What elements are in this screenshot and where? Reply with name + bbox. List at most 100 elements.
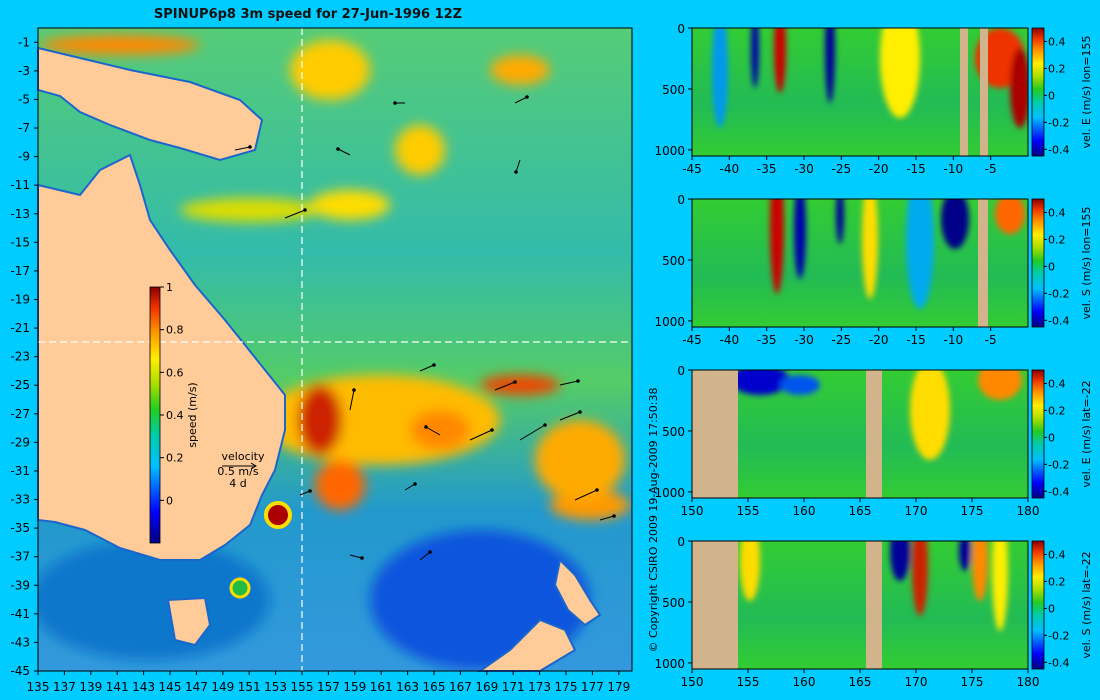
map-x-tick-label: 151 [238,680,261,694]
section-x-tick-label: -5 [985,333,997,347]
map-y-tick-label: -23 [10,350,30,364]
velocity-arrow [494,381,516,391]
section-x-tick-label: 170 [905,675,928,689]
section-colorbar-tick: -0.4 [1048,314,1069,327]
map-x-tick-label: 149 [211,680,234,694]
section-x-tick-label: -30 [794,333,814,347]
section-y-tick-label: 0 [677,193,685,207]
map-x-tick-label: 147 [185,680,208,694]
velocity-arrow [514,96,528,104]
velocity-key-duration: 4 d [229,477,246,490]
velocity-key-speed: 0.5 m/s [217,465,258,478]
section-land [978,199,988,327]
velocity-arrow [599,515,615,521]
section-colorbar-tick: 0 [1048,602,1055,615]
section-colorbar-label: vel. E (m/s) lon=155 [1080,36,1093,149]
section-x-tick-label: 155 [737,504,760,518]
tasmania [166,596,212,647]
map-y-tick-label: -5 [18,92,30,106]
map-y-tick-label: -19 [10,292,30,306]
map-x-axis: 135 137 139 141 143 145 147 149 151 153 155 157 159 1… [27,671,630,694]
section-y-tick-label: 0 [677,535,685,549]
section-panel-2: -45 -40 -35 -30 -25 -20 -15 -10 -5 0 500 1000 0.4 0.2… [654,193,1093,347]
section-colorbar-tick: -0.2 [1048,116,1069,129]
map-colorbar-label: speed (m/s) [186,382,199,447]
section-y-tick-label: 500 [662,83,685,97]
section-x-tick-label: -25 [832,162,852,176]
section-colorbar-tick: -0.2 [1048,287,1069,300]
map-x-tick-label: 163 [396,680,419,694]
velocity-key: velocity 0.5 m/s 4 d [217,450,265,490]
section-x-tick-label: 165 [849,504,872,518]
map-x-tick-label: 161 [370,680,393,694]
map-y-tick-label: -39 [10,578,30,592]
section-colorbar [1031,198,1045,328]
section-colorbar-tick: -0.4 [1048,485,1069,498]
section-colorbar-tick: 0.2 [1048,404,1066,417]
map-x-tick-label: 173 [528,680,551,694]
section-colorbar [1031,540,1045,670]
section-land [692,541,738,669]
section-x-tick-label: -30 [794,162,814,176]
velocity-arrow [469,429,493,441]
section-x-tick-label: 155 [737,675,760,689]
map-colorbar-tick: 1 [166,281,173,294]
map-panel: 135 137 139 141 143 145 147 149 151 153 155 157 159 1… [10,27,633,694]
velocity-arrow [419,551,431,561]
velocity-arrow [234,146,251,151]
section-x-tick-label: -45 [682,333,702,347]
map-x-tick-label: 177 [581,680,604,694]
velocity-arrow [337,148,351,156]
section-x-tick-label: -15 [906,333,926,347]
new-guinea [37,46,264,162]
section-y-tick-label: 0 [677,364,685,378]
map-frame [37,27,633,672]
map-y-tick-label: -13 [10,207,30,221]
section-x-tick-label: 175 [961,675,984,689]
section-x-tick-label: 165 [849,675,872,689]
section-x-tick-label: -5 [985,162,997,176]
section-x-tick-label: 150 [681,675,704,689]
section-colorbar-tick: 0.4 [1048,206,1066,219]
velocity-arrow [404,483,416,491]
map-x-tick-label: 139 [79,680,102,694]
map-y-tick-label: -45 [10,664,30,678]
map-x-tick-label: 175 [555,680,578,694]
velocity-arrow [559,411,581,421]
section-colorbar-tick: 0.4 [1048,548,1066,561]
section-land [866,370,882,498]
section-colorbar-tick: 0.2 [1048,233,1066,246]
section-colorbar-label: vel. S (m/s) lon=155 [1080,206,1093,319]
section-x-tick-label: -20 [869,162,889,176]
map-y-tick-label: -7 [18,121,30,135]
section-x-tick-label: -15 [906,162,926,176]
map-x-tick-label: 145 [159,680,182,694]
map-y-axis: -1 -3 -5 -7 -9 -11 -13 -15 -17 -19 -21 -23 -25 -27 -29… [10,35,38,678]
section-colorbar-label: vel. S (m/s) lat=-22 [1080,551,1093,658]
map-colorbar: 1 0.8 0.6 0.4 0.2 0 speed (m/s) [149,281,199,544]
section-land [980,28,988,156]
map-colorbar-tick: 0.4 [166,409,184,422]
map-x-tick-label: 153 [264,680,287,694]
section-y-tick-label: 1000 [654,486,685,500]
map-x-tick-label: 167 [449,680,472,694]
section-y-tick-label: 1000 [654,315,685,329]
section-x-tick-label: -10 [944,333,964,347]
section-x-tick-label: -40 [720,333,740,347]
velocity-arrow [425,426,441,436]
section-x-tick-label: 160 [793,675,816,689]
section-colorbar-tick: -0.2 [1048,629,1069,642]
section-x-tick-label: 180 [1017,504,1040,518]
section-y-tick-label: 1000 [654,657,685,671]
section-y-tick-label: 1000 [654,144,685,158]
velocity-key-label: velocity [222,450,265,463]
map-y-tick-label: -29 [10,435,30,449]
map-x-tick-label: 141 [106,680,129,694]
map-x-tick-label: 179 [607,680,630,694]
velocity-arrow [349,554,363,559]
section-x-tick-label: -10 [944,162,964,176]
map-colorbar-tick: 0 [166,494,173,507]
land-masses [37,46,602,672]
section-y-tick-label: 500 [662,425,685,439]
